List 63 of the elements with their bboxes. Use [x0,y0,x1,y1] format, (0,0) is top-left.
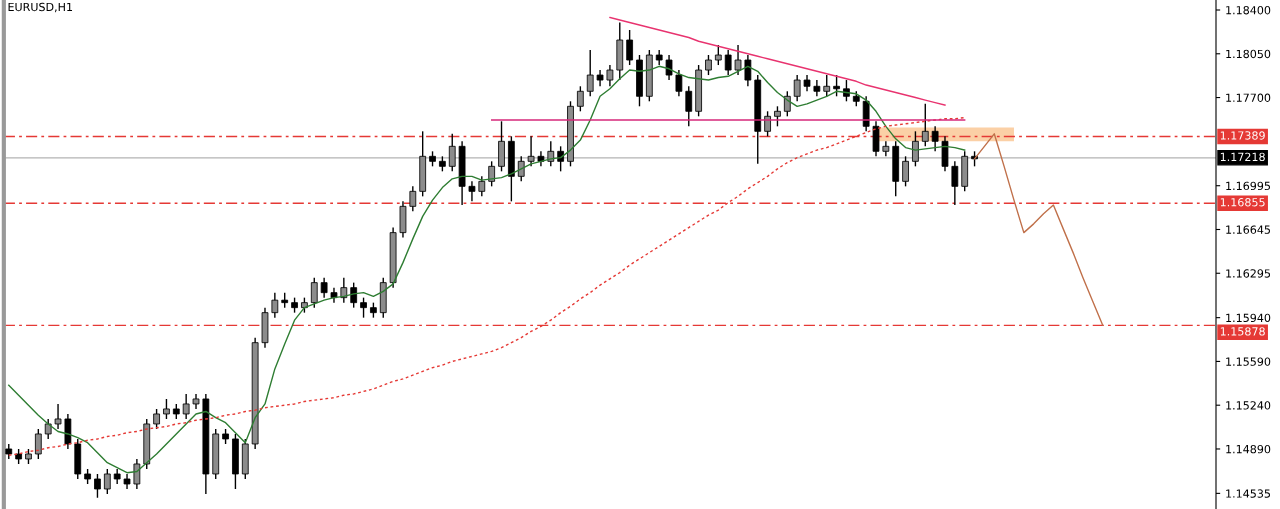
candlestick [409,185,417,213]
candlestick [517,155,525,183]
candlestick [320,276,328,299]
candlestick [783,90,791,118]
ref-line-label: 1.17389 [1220,131,1265,140]
candlestick [902,155,909,188]
candlestick [468,180,476,203]
candlestick [951,160,959,206]
candlestick [705,54,712,76]
ref-line-label: 1.15878 [1220,327,1265,336]
candlestick [764,110,771,138]
candlestick [527,135,535,168]
candlestick [44,418,52,440]
candlestick [665,54,673,81]
candlestick [675,69,683,97]
candlestick [448,133,456,173]
candlestick [94,473,101,499]
ref-line-label: 1.17218 [1220,152,1265,162]
candlestick [606,64,614,87]
ref-line-label: 1.16855 [1220,198,1265,207]
y-tick-label: 1.16295 [1226,269,1270,278]
candlestick [133,458,141,490]
candlestick [744,54,752,87]
y-tick-label: 1.18050 [1226,49,1271,59]
candlestick [103,468,111,495]
candlestick [793,74,801,102]
candlestick [163,398,170,420]
candlestick [833,74,840,97]
candlestick [576,85,584,112]
line-series [609,16,946,106]
candlestick [931,125,939,153]
y-tick-label: 1.15240 [1226,401,1271,410]
line-series [973,133,1104,326]
candlestick [153,408,160,430]
candlestick [921,103,929,148]
y-tick-label: 1.14890 [1226,444,1271,454]
candlestick [182,393,190,420]
y-tick-label: 1.18400 [1226,5,1271,15]
y-tick-label: 1.14535 [1226,489,1270,498]
candlestick [912,130,919,168]
candlestick [774,105,781,128]
candlestick [626,29,634,66]
candlestick [823,74,831,97]
candlestick [586,49,594,97]
chart-title: EURUSD,H1 [8,2,73,13]
y-tick-label: 1.16645 [1226,225,1270,234]
candlestick [360,296,367,319]
candlestick [557,145,565,173]
candlestick [478,175,486,198]
y-tick-label: 1.16995 [1226,181,1270,191]
candlestick [724,49,732,76]
candlestick [271,291,279,319]
candlestick [714,44,722,66]
candlestick [310,276,318,309]
candlestick [685,85,693,128]
candlestick [54,403,62,430]
candlestick [350,281,358,309]
candlestick [340,276,348,304]
y-tick-label: 1.17700 [1226,93,1271,102]
y-tick-label: 1.15590 [1226,357,1271,366]
candlestick [734,44,742,76]
candlestick [34,428,42,460]
y-tick-label: 1.15940 [1226,313,1271,323]
